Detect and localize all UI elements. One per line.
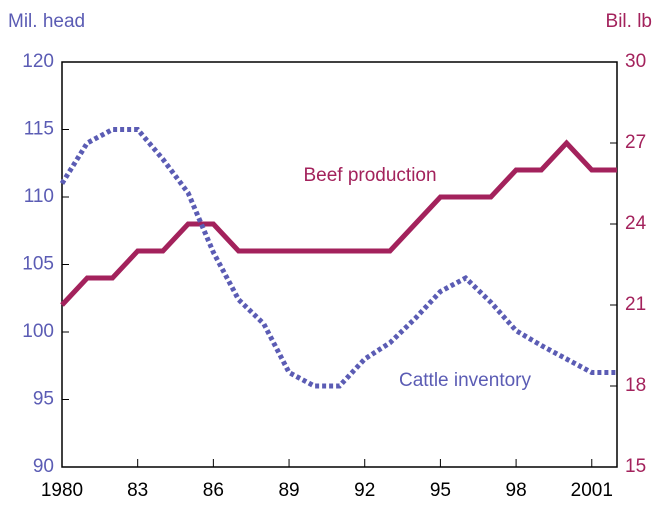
y2-tick-label: 21	[625, 294, 646, 315]
y-tick-label: 110	[24, 186, 54, 207]
x-tick-label: 95	[430, 480, 451, 501]
plot-frame	[61, 61, 618, 468]
y-tick-label: 95	[33, 389, 54, 410]
x-tick-label: 92	[354, 480, 375, 501]
y2-tick-label: 27	[625, 132, 646, 153]
series-line	[60, 139, 617, 307]
series-label: Cattle inventory	[399, 370, 532, 391]
y-tick-label: 90	[33, 456, 54, 477]
y2-tick-label: 24	[625, 213, 647, 234]
x-tick-label: 1980	[41, 480, 83, 501]
y-axis-label: Mil. head	[8, 11, 85, 32]
series-label: Beef production	[303, 165, 436, 186]
y2-tick-label: 15	[625, 456, 646, 477]
x-tick-label: 83	[127, 480, 148, 501]
series-line	[59, 127, 617, 389]
y-tick-label: 120	[22, 51, 54, 72]
y2-axis-label: Bil. lb	[606, 11, 652, 32]
y-tick-label: 105	[22, 254, 54, 275]
x-tick-label: 89	[278, 480, 299, 501]
x-tick-label: 2001	[571, 480, 613, 501]
y-tick-label: 100	[22, 321, 54, 342]
y2-tick-label: 30	[625, 51, 646, 72]
y2-tick-label: 18	[625, 375, 646, 396]
y-tick-label: 115	[24, 119, 54, 140]
x-tick-label: 98	[506, 480, 527, 501]
x-tick-label: 86	[203, 480, 224, 501]
